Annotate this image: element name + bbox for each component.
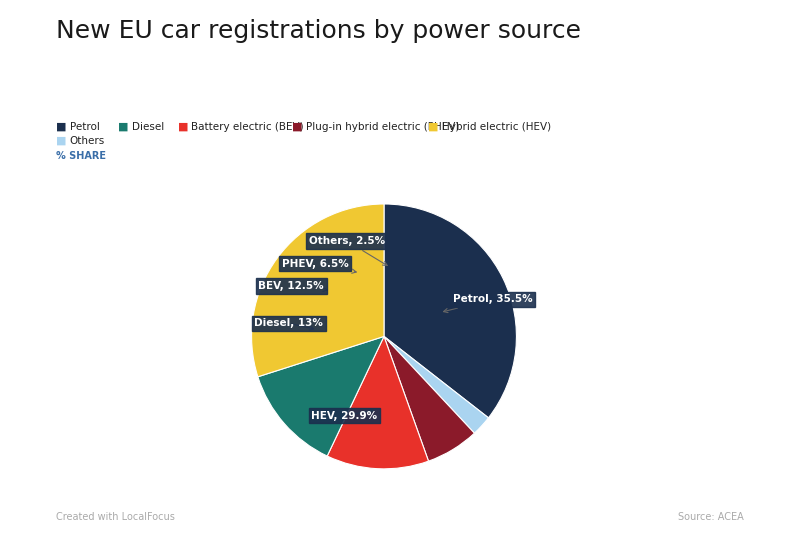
Text: Others, 2.5%: Others, 2.5% <box>309 236 387 265</box>
Text: Diesel: Diesel <box>132 122 164 132</box>
Text: PHEV, 6.5%: PHEV, 6.5% <box>282 258 356 273</box>
Wedge shape <box>327 336 429 469</box>
Text: Petrol: Petrol <box>70 122 99 132</box>
Text: ■: ■ <box>56 122 66 132</box>
Text: Diesel, 13%: Diesel, 13% <box>254 318 323 330</box>
Wedge shape <box>384 336 474 461</box>
Text: Plug-in hybrid electric (PHEV): Plug-in hybrid electric (PHEV) <box>306 122 459 132</box>
Text: ■: ■ <box>118 122 129 132</box>
Text: Hybrid electric (HEV): Hybrid electric (HEV) <box>442 122 550 132</box>
Text: BEV, 12.5%: BEV, 12.5% <box>258 281 327 292</box>
Wedge shape <box>251 204 384 377</box>
Text: ■: ■ <box>178 122 188 132</box>
Text: EUROPEAN UNION ▾: EUROPEAN UNION ▾ <box>261 95 361 103</box>
Text: Petrol, 35.5%: Petrol, 35.5% <box>443 294 533 312</box>
Text: Created with LocalFocus: Created with LocalFocus <box>56 512 175 522</box>
Text: ■: ■ <box>56 136 66 146</box>
Wedge shape <box>384 204 517 418</box>
Text: May ▾: May ▾ <box>222 94 253 104</box>
Text: Battery electric (BEV): Battery electric (BEV) <box>191 122 304 132</box>
Wedge shape <box>258 336 384 456</box>
Text: Others: Others <box>70 136 105 146</box>
Text: NEW EU CAR REGISTRATIONS BY POWER SOURCE: NEW EU CAR REGISTRATIONS BY POWER SOURCE <box>60 63 386 76</box>
Text: New EU car registrations by power source: New EU car registrations by power source <box>56 19 581 43</box>
Wedge shape <box>384 336 489 433</box>
Text: ■: ■ <box>292 122 302 132</box>
Text: ■: ■ <box>428 122 438 132</box>
Text: 2024: 2024 <box>168 94 197 104</box>
Text: HEV, 29.9%: HEV, 29.9% <box>311 409 378 421</box>
Text: Source: ACEA: Source: ACEA <box>678 512 744 522</box>
Text: % SHARE: % SHARE <box>56 151 106 161</box>
